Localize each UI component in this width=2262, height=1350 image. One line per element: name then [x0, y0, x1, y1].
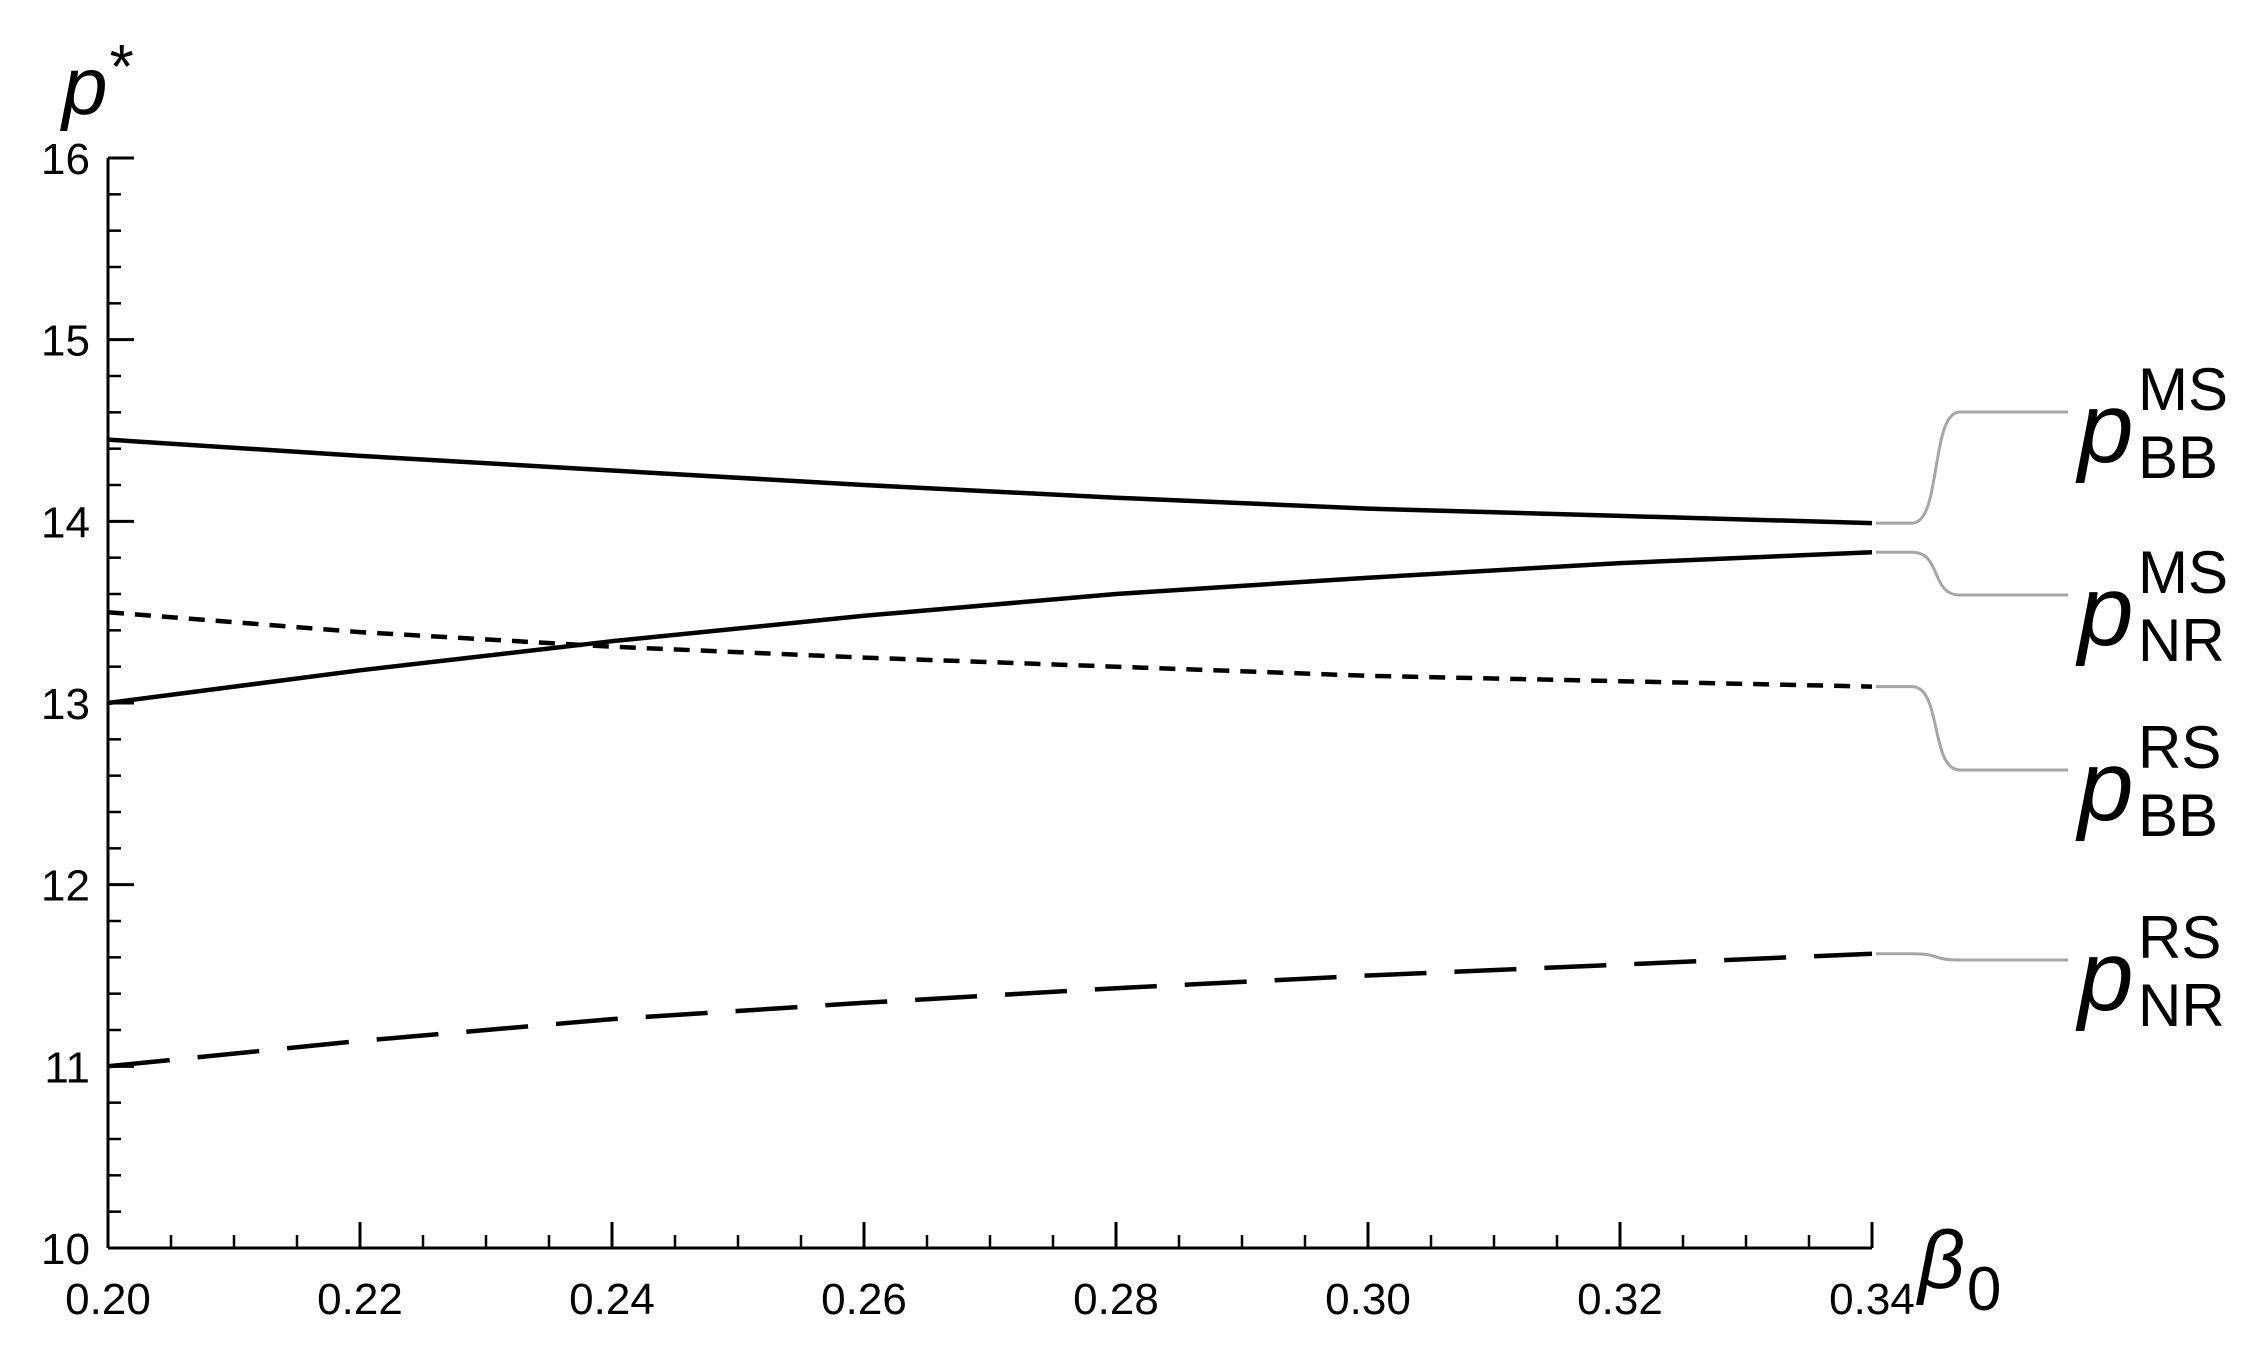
- series-label-sup: MS: [2138, 539, 2228, 606]
- x-tick-label: 0.34: [1829, 1275, 1915, 1324]
- plot-area: [107, 437, 1873, 1069]
- y-tick-label: 11: [44, 1043, 90, 1092]
- series-label-sub: BB: [2138, 782, 2218, 849]
- series-label-base: p: [2075, 730, 2134, 842]
- axes: 10 11 12 13 14 15 16 0.20 0.22 0.24 0.26 0.28 0.30 0.…: [41, 33, 2001, 1324]
- x-tick-label: 0.26: [821, 1275, 907, 1324]
- series-line-nr-ms: [107, 549, 1873, 706]
- x-tick-label: 0.30: [1325, 1275, 1411, 1324]
- x-axis-title-sub: 0: [1967, 1255, 2001, 1324]
- y-axis-title: p*: [59, 33, 134, 132]
- x-tick-label: 0.28: [1073, 1275, 1159, 1324]
- series-label-sub: BB: [2138, 424, 2218, 491]
- y-tick-label: 12: [41, 862, 90, 911]
- y-tick-label: 13: [41, 680, 90, 729]
- series-label-sup: RS: [2138, 904, 2221, 971]
- y-tick-label: 14: [41, 498, 90, 547]
- y-tick-label: 16: [41, 135, 90, 184]
- series-line-bb-ms: [107, 437, 1873, 526]
- leader-bb-ms: [1876, 410, 2068, 525]
- leader-bb-rs: [1876, 685, 2068, 772]
- x-tick-label: 0.24: [569, 1275, 655, 1324]
- leader-nr-ms: [1876, 550, 2068, 597]
- series-line-nr-rs: [107, 951, 1873, 1069]
- label-leaders: [1876, 410, 2068, 962]
- x-tick-label: 0.22: [317, 1275, 403, 1324]
- y-axis-title-sup: *: [110, 33, 134, 102]
- series-label-sub: NR: [2138, 607, 2225, 674]
- x-tick-label: 0.32: [1577, 1275, 1663, 1324]
- series-label-base: p: [2075, 920, 2134, 1032]
- x-axis-title: β0: [1916, 1215, 2001, 1324]
- series-label-base: p: [2075, 372, 2134, 484]
- leader-nr-rs: [1876, 952, 2068, 962]
- x-tick-label: 0.20: [65, 1275, 151, 1324]
- y-axis-title-base: p: [59, 41, 108, 132]
- y-tick-label: 10: [41, 1225, 90, 1274]
- series-line-bb-rs: [107, 609, 1873, 689]
- series-label-sub: NR: [2138, 972, 2225, 1039]
- series-label-sup: MS: [2138, 356, 2228, 423]
- x-axis-title-base: β: [1916, 1215, 1965, 1306]
- series-label-sup: RS: [2138, 714, 2221, 781]
- y-tick-label: 15: [41, 317, 90, 366]
- series-label-base: p: [2075, 555, 2134, 667]
